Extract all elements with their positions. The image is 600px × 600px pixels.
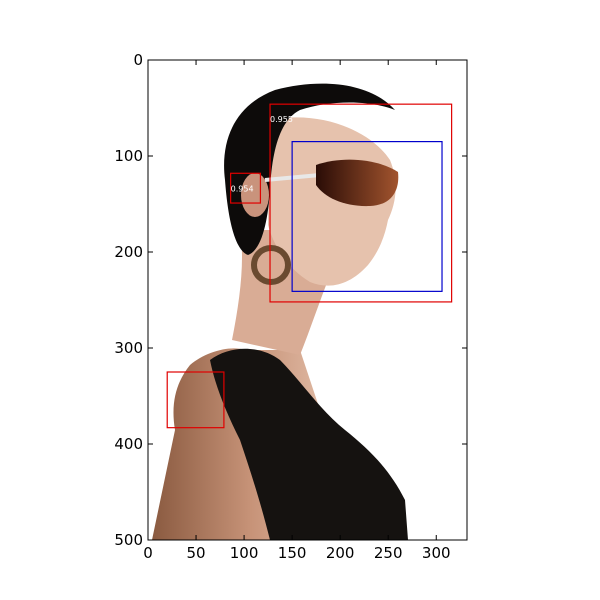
- detection-boxes: 0.955 0.954: [166, 103, 453, 429]
- x-tick-label: 50: [186, 544, 205, 562]
- x-tick-label: 100: [230, 544, 259, 562]
- y-tick-label: 0: [133, 51, 143, 69]
- detection-box-face-outer: [269, 103, 453, 303]
- x-tick-label: 0: [143, 544, 153, 562]
- y-tick-label: 200: [114, 243, 143, 261]
- detection-box-face-inner: [291, 141, 443, 292]
- detection-box-ear: [230, 172, 262, 204]
- x-tick-label: 250: [374, 544, 403, 562]
- y-tick-label: 100: [114, 147, 143, 165]
- y-tick-label: 500: [114, 531, 143, 549]
- axis-ticks: 0 50 100 150 200 250 300 0 100 200 300 400 500: [114, 51, 467, 562]
- y-tick-label: 300: [114, 339, 143, 357]
- photo: [148, 60, 467, 540]
- detection-score-face-outer: 0.955: [270, 115, 293, 124]
- y-tick-label: 400: [114, 435, 143, 453]
- plot-frame: [147, 59, 468, 541]
- detection-score-ear: 0.954: [231, 184, 254, 193]
- x-tick-label: 150: [278, 544, 307, 562]
- x-tick-label: 200: [326, 544, 355, 562]
- x-tick-label: 300: [422, 544, 451, 562]
- detection-box-shoulder: [166, 371, 225, 429]
